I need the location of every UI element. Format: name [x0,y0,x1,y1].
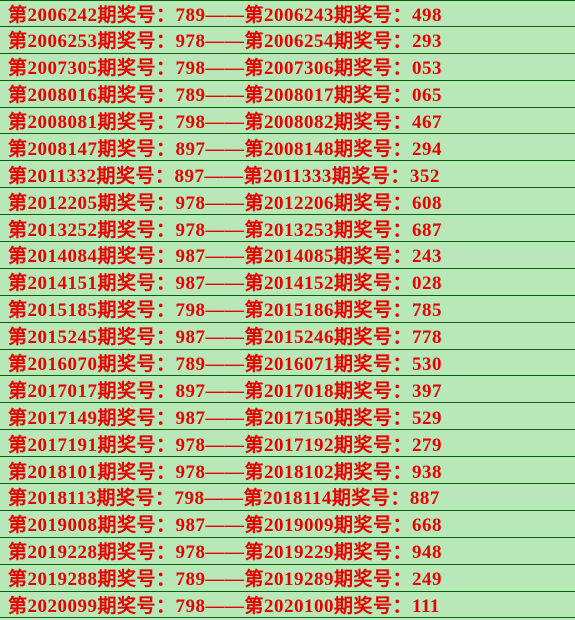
row-text: 第2016070期奖号：789——第2016071期奖号：530 [8,349,442,376]
row-text: 第2018113期奖号：798——第2018114期奖号：887 [8,483,440,510]
row-text: 第2019008期奖号：987——第2019009期奖号：668 [8,510,442,537]
row-text: 第2017191期奖号：978——第2017192期奖号：279 [8,430,442,457]
table-row: 第2006242期奖号：789——第2006243期奖号：498 [0,0,575,27]
table-row: 第2008016期奖号：789——第2008017期奖号：065 [0,81,575,108]
row-text: 第2011332期奖号：897——第2011333期奖号：352 [8,161,440,188]
table-row: 第2017017期奖号：897——第2017018期奖号：397 [0,376,575,403]
row-text: 第2015185期奖号：798——第2015186期奖号：785 [8,295,442,322]
row-text: 第2019288期奖号：789——第2019289期奖号：249 [8,564,442,591]
row-text: 第2013252期奖号：978——第2013253期奖号：687 [8,215,442,242]
row-text: 第2012205期奖号：978——第2012206期奖号：608 [8,188,442,215]
row-text: 第2008147期奖号：897——第2008148期奖号：294 [8,134,442,161]
row-text: 第2008016期奖号：789——第2008017期奖号：065 [8,80,442,107]
row-text: 第2019228期奖号：978——第2019229期奖号：948 [8,537,442,564]
table-row: 第2014151期奖号：987——第2014152期奖号：028 [0,269,575,296]
row-text: 第2015245期奖号：987——第2015246期奖号：778 [8,322,442,349]
table-row: 第2018113期奖号：798——第2018114期奖号：887 [0,484,575,511]
row-text: 第2020099期奖号：798——第2020100期奖号：111 [8,591,440,618]
row-text: 第2008081期奖号：798——第2008082期奖号：467 [8,107,442,134]
row-text: 第2018101期奖号：978——第2018102期奖号：938 [8,457,442,484]
row-text: 第2017149期奖号：987——第2017150期奖号：529 [8,403,442,430]
table-row: 第2020099期奖号：798——第2020100期奖号：111 [0,592,575,619]
row-text: 第2007305期奖号：798——第2007306期奖号：053 [8,53,442,80]
row-text: 第2014084期奖号：987——第2014085期奖号：243 [8,241,442,268]
table-row: 第2017191期奖号：978——第2017192期奖号：279 [0,430,575,457]
table-row: 第2015185期奖号：798——第2015186期奖号：785 [0,296,575,323]
row-text: 第2006253期奖号：978——第2006254期奖号：293 [8,26,442,53]
table-row: 第2015245期奖号：987——第2015246期奖号：778 [0,323,575,350]
table-row: 第2014084期奖号：987——第2014085期奖号：243 [0,242,575,269]
table-row: 第2016070期奖号：789——第2016071期奖号：530 [0,350,575,377]
lottery-table: 第2006242期奖号：789——第2006243期奖号：498第2006253… [0,0,575,618]
table-row: 第2008081期奖号：798——第2008082期奖号：467 [0,108,575,135]
table-row: 第2008147期奖号：897——第2008148期奖号：294 [0,134,575,161]
table-row: 第2011332期奖号：897——第2011333期奖号：352 [0,161,575,188]
table-row: 第2018101期奖号：978——第2018102期奖号：938 [0,457,575,484]
table-row: 第2007305期奖号：798——第2007306期奖号：053 [0,54,575,81]
table-row: 第2013252期奖号：978——第2013253期奖号：687 [0,215,575,242]
table-row: 第2019288期奖号：789——第2019289期奖号：249 [0,565,575,592]
row-text: 第2017017期奖号：897——第2017018期奖号：397 [8,376,442,403]
table-row: 第2012205期奖号：978——第2012206期奖号：608 [0,188,575,215]
table-row: 第2019008期奖号：987——第2019009期奖号：668 [0,511,575,538]
table-row: 第2017149期奖号：987——第2017150期奖号：529 [0,403,575,430]
row-text: 第2006242期奖号：789——第2006243期奖号：498 [8,0,442,27]
row-text: 第2014151期奖号：987——第2014152期奖号：028 [8,268,442,295]
table-row: 第2019228期奖号：978——第2019229期奖号：948 [0,538,575,565]
table-row: 第2006253期奖号：978——第2006254期奖号：293 [0,27,575,54]
